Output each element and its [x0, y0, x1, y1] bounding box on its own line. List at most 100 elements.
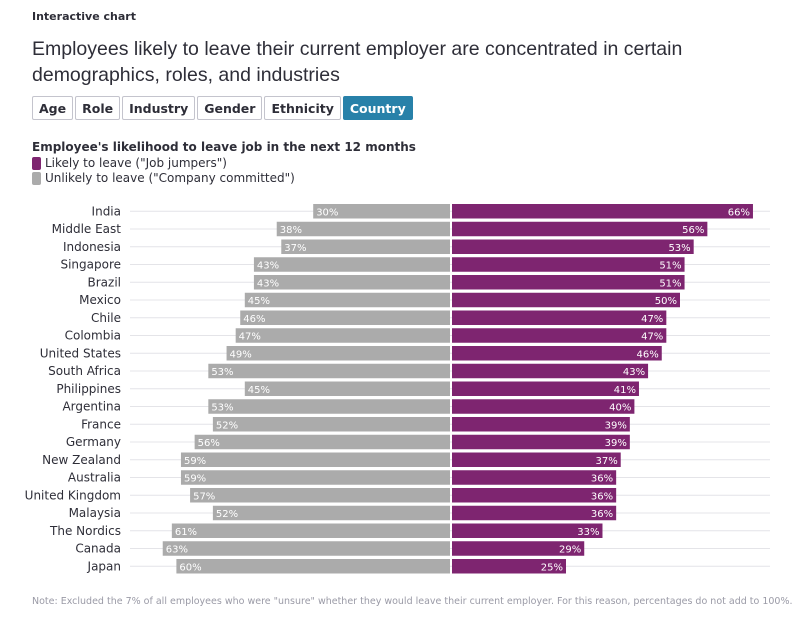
data-label-likely: 50%: [655, 296, 677, 307]
data-label-likely: 36%: [591, 491, 613, 502]
eyebrow-label: Interactive chart: [32, 10, 136, 23]
bar-unlikely-to-leave: [194, 434, 450, 450]
legend-swatch-stay: [32, 171, 41, 185]
bar-unlikely-to-leave: [176, 559, 450, 574]
data-label-likely: 56%: [682, 225, 704, 236]
bar-unlikely-to-leave: [208, 363, 450, 379]
data-label-unlikely: 60%: [179, 562, 201, 573]
bar-likely-to-leave: [452, 363, 649, 379]
data-label-likely: 36%: [591, 474, 613, 485]
data-label-unlikely: 47%: [239, 332, 261, 343]
footnote: Note: Excluded the 7% of all employees w…: [32, 596, 793, 607]
data-label-unlikely: 59%: [184, 456, 206, 467]
legend-label-stay: Unlikely to leave ("Company committed"): [45, 171, 295, 185]
data-label-likely: 33%: [577, 527, 599, 538]
tab-ethnicity[interactable]: Ethnicity: [264, 96, 341, 120]
data-label-likely: 47%: [641, 314, 663, 325]
data-label-likely: 29%: [559, 545, 581, 556]
bar-likely-to-leave: [452, 417, 630, 432]
data-label-unlikely: 45%: [248, 385, 270, 396]
bar-unlikely-to-leave: [313, 204, 450, 219]
data-label-unlikely: 52%: [216, 420, 238, 431]
category-label: India: [92, 204, 121, 218]
bar-likely-to-leave: [452, 470, 617, 485]
tab-industry[interactable]: Industry: [122, 96, 196, 120]
bar-unlikely-to-leave: [162, 541, 450, 556]
bar-likely-to-leave: [452, 559, 566, 574]
bar-likely-to-leave: [452, 204, 753, 219]
data-label-likely: 40%: [609, 403, 631, 414]
data-label-unlikely: 37%: [284, 243, 306, 254]
bar-unlikely-to-leave: [212, 505, 450, 521]
filter-tabs: Age Role Industry Gender Ethnicity Count…: [32, 96, 413, 120]
bar-unlikely-to-leave: [208, 399, 450, 414]
bar-likely-to-leave: [452, 275, 685, 290]
legend-item-leave: Likely to leave ("Job jumpers"): [32, 156, 227, 170]
data-label-unlikely: 53%: [211, 403, 233, 414]
category-label: United States: [40, 346, 121, 360]
category-label: Malaysia: [69, 506, 121, 520]
bar-unlikely-to-leave: [180, 470, 450, 485]
category-label: United Kingdom: [25, 488, 121, 502]
tab-gender[interactable]: Gender: [197, 96, 263, 120]
bar-likely-to-leave: [452, 292, 680, 308]
bar-unlikely-to-leave: [180, 452, 450, 467]
data-label-likely: 47%: [641, 332, 663, 343]
bar-likely-to-leave: [452, 541, 585, 556]
data-label-likely: 37%: [595, 456, 617, 467]
bar-likely-to-leave: [452, 523, 603, 538]
chart-headline: Employees likely to leave their current …: [32, 38, 683, 86]
bar-likely-to-leave: [452, 505, 617, 521]
category-label: Argentina: [62, 400, 121, 414]
category-label: Australia: [68, 471, 121, 485]
bar-unlikely-to-leave: [235, 328, 450, 343]
data-label-unlikely: 59%: [184, 474, 206, 485]
category-label: New Zealand: [42, 453, 121, 467]
category-label: Indonesia: [63, 240, 121, 254]
bar-likely-to-leave: [452, 381, 639, 396]
data-label-likely: 53%: [668, 243, 690, 254]
category-label: Singapore: [60, 258, 121, 272]
tab-role[interactable]: Role: [75, 96, 121, 120]
data-label-likely: 39%: [605, 438, 627, 449]
data-label-unlikely: 57%: [193, 491, 215, 502]
data-label-unlikely: 43%: [257, 278, 279, 289]
data-label-likely: 46%: [637, 349, 659, 360]
data-label-likely: 51%: [659, 261, 681, 272]
bar-unlikely-to-leave: [226, 346, 450, 361]
category-label: South Africa: [48, 364, 121, 378]
bar-likely-to-leave: [452, 257, 685, 272]
data-label-unlikely: 45%: [248, 296, 270, 307]
category-label: Mexico: [79, 293, 121, 307]
bar-likely-to-leave: [452, 399, 635, 414]
data-label-unlikely: 46%: [243, 314, 265, 325]
bar-unlikely-to-leave: [244, 381, 450, 396]
data-label-unlikely: 52%: [216, 509, 238, 520]
category-label: France: [81, 417, 121, 431]
bar-unlikely-to-leave: [190, 488, 450, 503]
tab-age[interactable]: Age: [32, 96, 74, 120]
data-label-unlikely: 63%: [166, 545, 188, 556]
bar-likely-to-leave: [452, 452, 621, 467]
tab-country[interactable]: Country: [342, 96, 413, 120]
diverging-bar-chart: India 30% 66% Middle East 38% 56% Indonesia 37%…: [25, 204, 770, 574]
bar-likely-to-leave: [452, 221, 708, 237]
category-label: Germany: [66, 435, 121, 449]
data-label-likely: 25%: [541, 562, 563, 573]
data-label-unlikely: 43%: [257, 261, 279, 272]
data-label-unlikely: 49%: [230, 349, 252, 360]
bar-unlikely-to-leave: [276, 221, 450, 237]
category-label: The Nordics: [49, 524, 121, 538]
bar-likely-to-leave: [452, 310, 667, 325]
bar-unlikely-to-leave: [171, 523, 450, 538]
bar-unlikely-to-leave: [212, 417, 450, 432]
legend-item-stay: Unlikely to leave ("Company committed"): [32, 171, 295, 185]
category-label: Chile: [91, 311, 121, 325]
data-label-unlikely: 53%: [211, 367, 233, 378]
legend-label-leave: Likely to leave ("Job jumpers"): [45, 156, 227, 170]
data-label-likely: 51%: [659, 278, 681, 289]
data-label-likely: 43%: [623, 367, 645, 378]
bar-likely-to-leave: [452, 239, 694, 254]
category-label: Canada: [75, 542, 121, 556]
category-label: Japan: [87, 559, 121, 573]
